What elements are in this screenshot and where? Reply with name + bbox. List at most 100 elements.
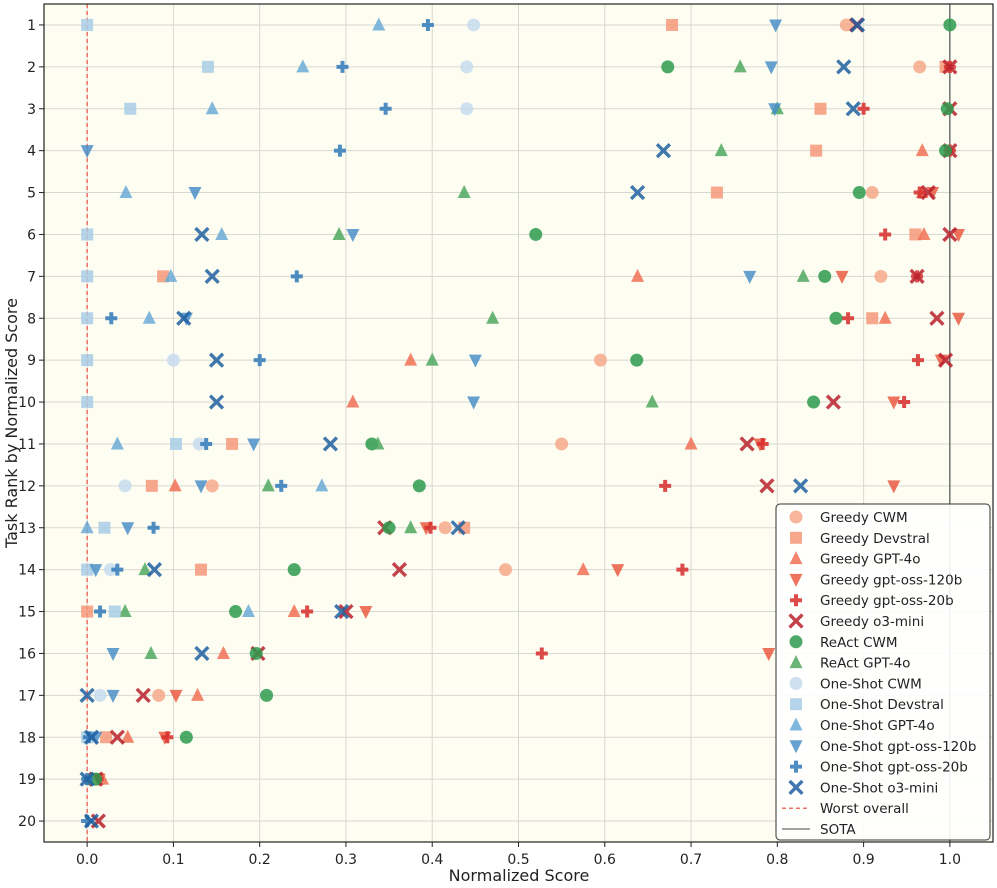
data-point — [322, 436, 339, 452]
data-point — [106, 689, 120, 703]
y-tick-label: 12 — [18, 479, 36, 495]
data-point — [124, 102, 137, 115]
y-tick-label: 13 — [18, 521, 36, 537]
data-point — [839, 18, 853, 32]
data-point — [438, 521, 452, 535]
data-point — [943, 18, 957, 32]
legend-label: Greedy GPT-4o — [820, 552, 921, 568]
legend-label: One-Shot CWM — [820, 676, 922, 692]
data-point — [857, 102, 870, 115]
data-point — [188, 187, 202, 201]
data-point — [661, 60, 675, 74]
x-axis-label: Normalized Score — [449, 866, 590, 885]
data-point — [917, 226, 931, 240]
data-point — [424, 521, 437, 534]
data-point — [810, 144, 823, 157]
data-point — [909, 228, 922, 241]
data-point — [486, 310, 500, 324]
data-point — [121, 522, 135, 536]
data-point — [391, 562, 408, 578]
data-point — [145, 479, 158, 492]
data-point — [666, 18, 679, 31]
data-point — [404, 520, 418, 534]
data-point — [83, 813, 100, 829]
y-tick-label: 9 — [27, 353, 36, 369]
data-point — [887, 480, 901, 494]
data-point — [346, 228, 360, 242]
y-tick-label: 17 — [18, 688, 36, 704]
data-point — [301, 605, 314, 618]
data-point — [83, 729, 100, 745]
y-tick-label: 15 — [18, 605, 36, 621]
legend-label: Worst overall — [820, 801, 909, 817]
data-point — [942, 59, 958, 75]
data-point — [166, 353, 180, 367]
legend-entry: Worst overall — [782, 801, 909, 817]
y-tick-label: 6 — [27, 227, 36, 243]
data-point — [468, 354, 482, 368]
legend-label: ReAct GPT-4o — [820, 656, 910, 672]
data-point — [81, 354, 94, 367]
legend-marker — [789, 676, 803, 690]
data-point — [334, 603, 350, 620]
data-point — [768, 103, 782, 117]
data-point — [81, 228, 94, 241]
data-point — [764, 61, 778, 75]
legend-entry: One-Shot GPT-4o — [789, 717, 935, 734]
data-point — [287, 604, 301, 618]
x-tick-label: 0.9 — [852, 852, 874, 868]
data-point — [529, 227, 543, 241]
data-point — [835, 270, 849, 284]
y-tick-label: 5 — [27, 186, 36, 202]
legend-label: Greedy gpt-oss-120b — [820, 572, 962, 588]
y-tick-label: 11 — [18, 437, 36, 453]
legend-marker — [790, 760, 802, 773]
data-point — [247, 438, 261, 452]
data-point — [260, 688, 274, 702]
legend-marker — [789, 655, 803, 669]
data-point — [169, 437, 182, 450]
data-point — [200, 437, 213, 450]
data-point — [287, 563, 301, 577]
series-one-shot-o3-mini — [79, 17, 866, 829]
legend-label: One-Shot GPT-4o — [820, 718, 935, 734]
data-point — [913, 60, 927, 74]
data-point — [359, 606, 373, 620]
data-points — [79, 17, 965, 829]
legend-marker — [790, 531, 802, 544]
data-point — [82, 731, 95, 744]
data-point — [421, 18, 434, 31]
series-greedy-devstral — [81, 18, 952, 744]
data-point — [195, 563, 208, 576]
data-point — [147, 521, 160, 534]
data-point — [412, 479, 426, 493]
data-point — [372, 17, 386, 31]
data-point — [940, 102, 954, 116]
data-point — [164, 268, 178, 282]
y-tick-label: 8 — [27, 311, 36, 327]
legend-marker — [788, 779, 804, 796]
y-tick-label: 14 — [18, 563, 36, 579]
data-point — [825, 394, 841, 410]
data-point — [655, 143, 672, 159]
data-point — [814, 102, 827, 115]
data-point — [467, 18, 481, 32]
legend-marker — [789, 573, 803, 587]
data-point — [201, 60, 214, 73]
data-point — [194, 645, 210, 662]
data-point — [576, 562, 590, 576]
legend-entry: ReAct CWM — [789, 635, 898, 651]
x-ticks: 0.0 0.1 0.2 0.3 0.4 0.5 0.6 0.7 0.8 0.9 1.0 — [76, 842, 961, 868]
legend-label: ReAct CWM — [820, 635, 898, 651]
data-point — [81, 815, 94, 828]
y-tick-label: 7 — [27, 269, 36, 285]
data-point — [296, 59, 310, 73]
x-tick-label: 0.8 — [766, 852, 788, 868]
data-point — [168, 478, 182, 492]
data-point — [93, 688, 107, 702]
data-point — [611, 564, 625, 578]
data-point — [205, 101, 219, 115]
data-point — [684, 436, 698, 450]
data-point — [631, 268, 645, 282]
data-point — [915, 143, 929, 157]
